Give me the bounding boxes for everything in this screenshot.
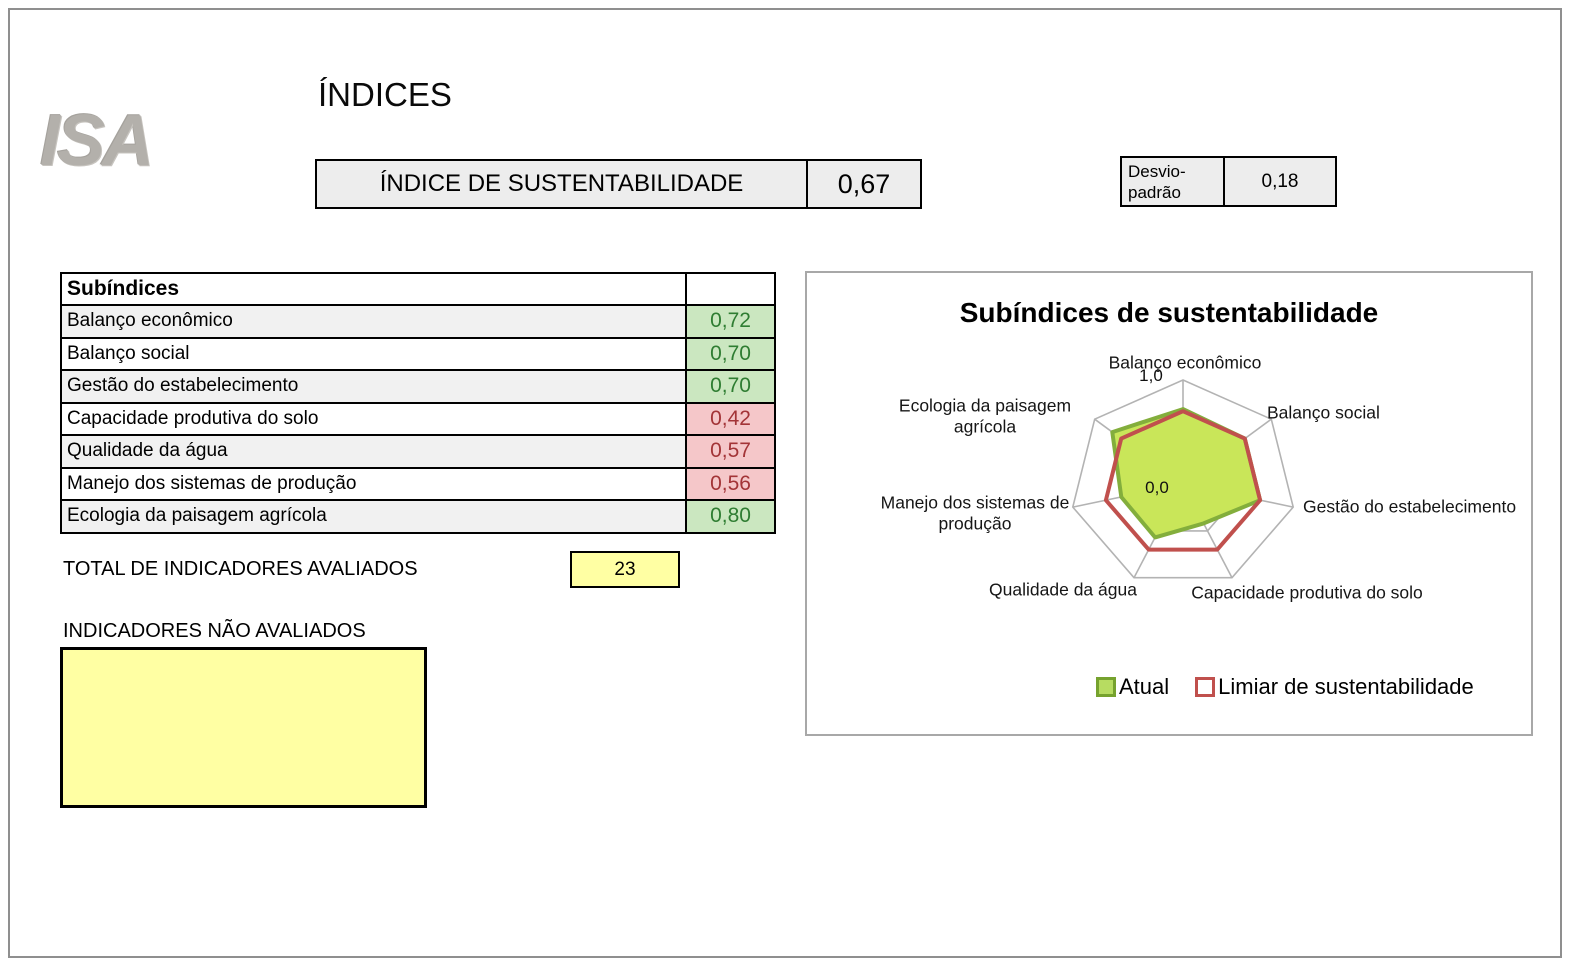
radar-chart-panel: Subíndices de sustentabilidade Balanço e… [805, 271, 1533, 736]
axis-label-ecologia-da-paisagem: Ecologia da paisagem agrícola [898, 395, 1072, 437]
subindex-value-cell[interactable]: 0,57 [687, 436, 774, 467]
chart-title: Subíndices de sustentabilidade [959, 297, 1379, 328]
table-row: Capacidade produtiva do solo 0,42 [62, 403, 774, 436]
sustainability-index-label: ÍNDICE DE SUSTENTABILIDADE [317, 161, 808, 207]
legend-label-limiar: Limiar de sustentabilidade [1218, 674, 1474, 699]
radar-min-tick: 0,0 [1145, 478, 1169, 497]
page-title: ÍNDICES [318, 76, 452, 113]
subindex-value-cell[interactable]: 0,70 [687, 371, 774, 402]
axis-label-manejo-dos-sistemas: Manejo dos sistemas de produção [880, 492, 1070, 534]
axis-label-gestao-do-estabelecimento: Gestão do estabelecimento [1303, 496, 1517, 517]
atual-series-swatch-icon [1096, 677, 1116, 697]
table-row: Balanço social 0,70 [62, 338, 774, 371]
radar-max-tick: 1,0 [1139, 366, 1163, 385]
axis-label-balanco-economico: Balanço econômico [1108, 352, 1262, 373]
subindex-value-cell[interactable]: 0,56 [687, 468, 774, 499]
axis-label-balanco-social: Balanço social [1267, 402, 1380, 423]
subindex-label: Ecologia da paisagem agrícola [62, 501, 687, 532]
limiar-series-swatch-icon [1195, 677, 1216, 697]
subindex-label: Qualidade da água [62, 436, 687, 467]
subindices-rows: Balanço econômico 0,72 Balanço social 0,70 G… [62, 306, 774, 532]
subindex-label: Capacidade produtiva do solo [62, 403, 687, 434]
stddev-value-cell[interactable]: 0,18 [1261, 170, 1299, 192]
isa-logo: ISA [40, 101, 154, 181]
subindices-header-label: Subíndices [62, 274, 687, 304]
total-indicators-value-cell[interactable]: 23 [570, 551, 680, 588]
axis-label-qualidade-da-agua: Qualidade da água [989, 579, 1137, 600]
subindex-value-cell[interactable]: 0,70 [687, 338, 774, 369]
subindex-value-cell[interactable]: 0,72 [687, 306, 774, 337]
sustainability-index-value-cell[interactable]: 0,67 [837, 168, 891, 199]
legend-item-limiar: Limiar de sustentabilidade [1195, 674, 1474, 700]
not-evaluated-label: INDICADORES NÃO AVALIADOS [63, 620, 366, 642]
radar-grid-ring [1071, 379, 1295, 579]
radar-series-limiar [1103, 409, 1263, 552]
subindex-label: Gestão do estabelecimento [62, 371, 687, 402]
axis-label-capacidade-produtiva-do-solo: Capacidade produtiva do solo [1191, 582, 1423, 603]
chart-legend: Atual Limiar de sustentabilidade [1096, 674, 1474, 700]
subindices-table: Subíndices Balanço econômico 0,72 Balanço … [60, 272, 776, 534]
subindex-value-cell[interactable]: 0,80 [687, 501, 774, 532]
subindex-label: Balanço econômico [62, 306, 687, 337]
table-row: Qualidade da água 0,57 [62, 436, 774, 469]
total-indicators-label: TOTAL DE INDICADORES AVALIADOS [63, 558, 418, 580]
radar-series-atual [1110, 407, 1263, 540]
legend-label-atual: Atual [1119, 674, 1170, 699]
sustainability-index-box: ÍNDICE DE SUSTENTABILIDADE 0,67 [315, 159, 922, 209]
stddev-box: Desvio-padrão 0,18 [1120, 156, 1337, 207]
not-evaluated-input-box[interactable] [60, 647, 427, 808]
table-row: Gestão do estabelecimento 0,70 [62, 371, 774, 404]
radar-chart [1071, 379, 1295, 579]
subindex-label: Balanço social [62, 338, 687, 369]
table-row: Balanço econômico 0,72 [62, 306, 774, 339]
subindices-table-header: Subíndices [62, 274, 774, 306]
subindices-header-value-cell [687, 274, 774, 304]
table-row: Ecologia da paisagem agrícola 0,80 [62, 501, 774, 532]
table-row: Manejo dos sistemas de produção 0,56 [62, 468, 774, 501]
subindex-value-cell[interactable]: 0,42 [687, 403, 774, 434]
legend-item-atual: Atual [1096, 674, 1169, 700]
subindex-label: Manejo dos sistemas de produção [62, 468, 687, 499]
stddev-label: Desvio-padrão [1122, 158, 1225, 205]
